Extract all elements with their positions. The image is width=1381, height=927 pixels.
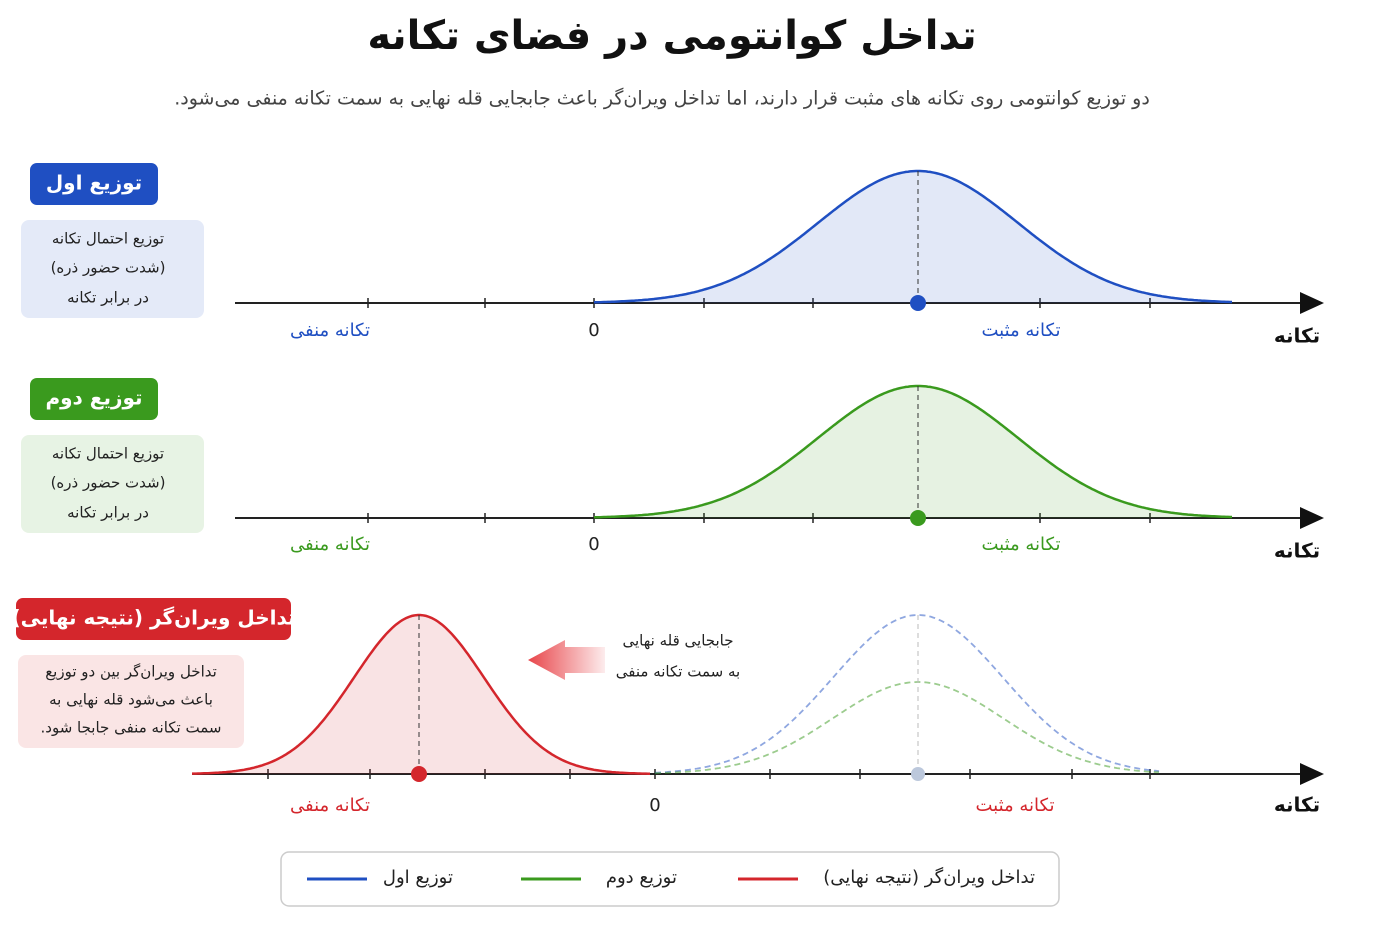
peak-dot [910, 510, 926, 526]
axis-arrow [1300, 763, 1324, 785]
description: توزیع احتمال تکانه [52, 230, 164, 248]
axis-label: تکانه [1274, 539, 1320, 563]
description: سمت تکانه منفی جابجا شود. [41, 719, 222, 737]
annotation: جابجایی قله نهایی [623, 632, 734, 650]
description-box [18, 655, 244, 748]
positive-label: تکانه مثبت [982, 320, 1061, 341]
description: باعث می‌شود قله نهایی به [49, 691, 213, 709]
curve-fill [192, 615, 650, 774]
badge-text: توزیع اول [46, 171, 142, 195]
title: تداخل کوانتومی در فضای تکانه [367, 13, 976, 59]
legend-box [280, 851, 1060, 907]
description-box [21, 435, 204, 533]
legend-label: توزیع دوم [606, 867, 677, 888]
negative-label: تکانه منفی [290, 534, 370, 555]
description: در برابر تکانه [67, 289, 149, 307]
curve [192, 613, 650, 775]
ghost-curve [654, 614, 1160, 774]
curve [594, 169, 1232, 304]
badge [30, 163, 158, 205]
description: تداخل ویران‌گر بین دو توزیع [45, 663, 217, 681]
curve-fill [594, 171, 1232, 303]
positive-label: تکانه مثبت [976, 795, 1055, 816]
negative-label: تکانه منفی [290, 320, 370, 341]
negative-label: تکانه منفی [290, 795, 370, 816]
axis-label: تکانه [1274, 324, 1320, 348]
axis-arrow [1300, 507, 1324, 529]
zero-label: 0 [588, 320, 599, 341]
description: (شدت حضور ذره) [51, 259, 166, 277]
peak-dot [411, 766, 427, 782]
curve-fill [594, 386, 1232, 518]
description-box [21, 220, 204, 318]
legend-label: توزیع اول [383, 867, 453, 888]
badge [30, 378, 158, 420]
peak-dot [910, 295, 926, 311]
description: (شدت حضور ذره) [51, 474, 166, 492]
ghost-curve [655, 681, 1160, 775]
zero-label: 0 [588, 534, 599, 555]
shift-arrow [528, 640, 605, 680]
ghost-dot [911, 767, 925, 781]
curve [594, 384, 1232, 519]
description: توزیع احتمال تکانه [52, 445, 164, 463]
description: در برابر تکانه [67, 504, 149, 522]
legend-label: تداخل ویران‌گر (نتیجه نهایی) [823, 866, 1035, 888]
zero-label: 0 [649, 795, 660, 816]
subtitle: دو توزیع کوانتومی روی تکانه های مثبت قرا… [174, 87, 1150, 110]
axis-label: تکانه [1274, 793, 1320, 817]
annotation: به سمت تکانه منفی [616, 663, 740, 681]
axis-arrow [1300, 292, 1324, 314]
badge [16, 598, 291, 640]
badge-text: توزیع دوم [45, 386, 142, 410]
positive-label: تکانه مثبت [982, 534, 1061, 555]
badge-text: تداخل ویران‌گر (نتیجه نهایی) [11, 606, 295, 630]
